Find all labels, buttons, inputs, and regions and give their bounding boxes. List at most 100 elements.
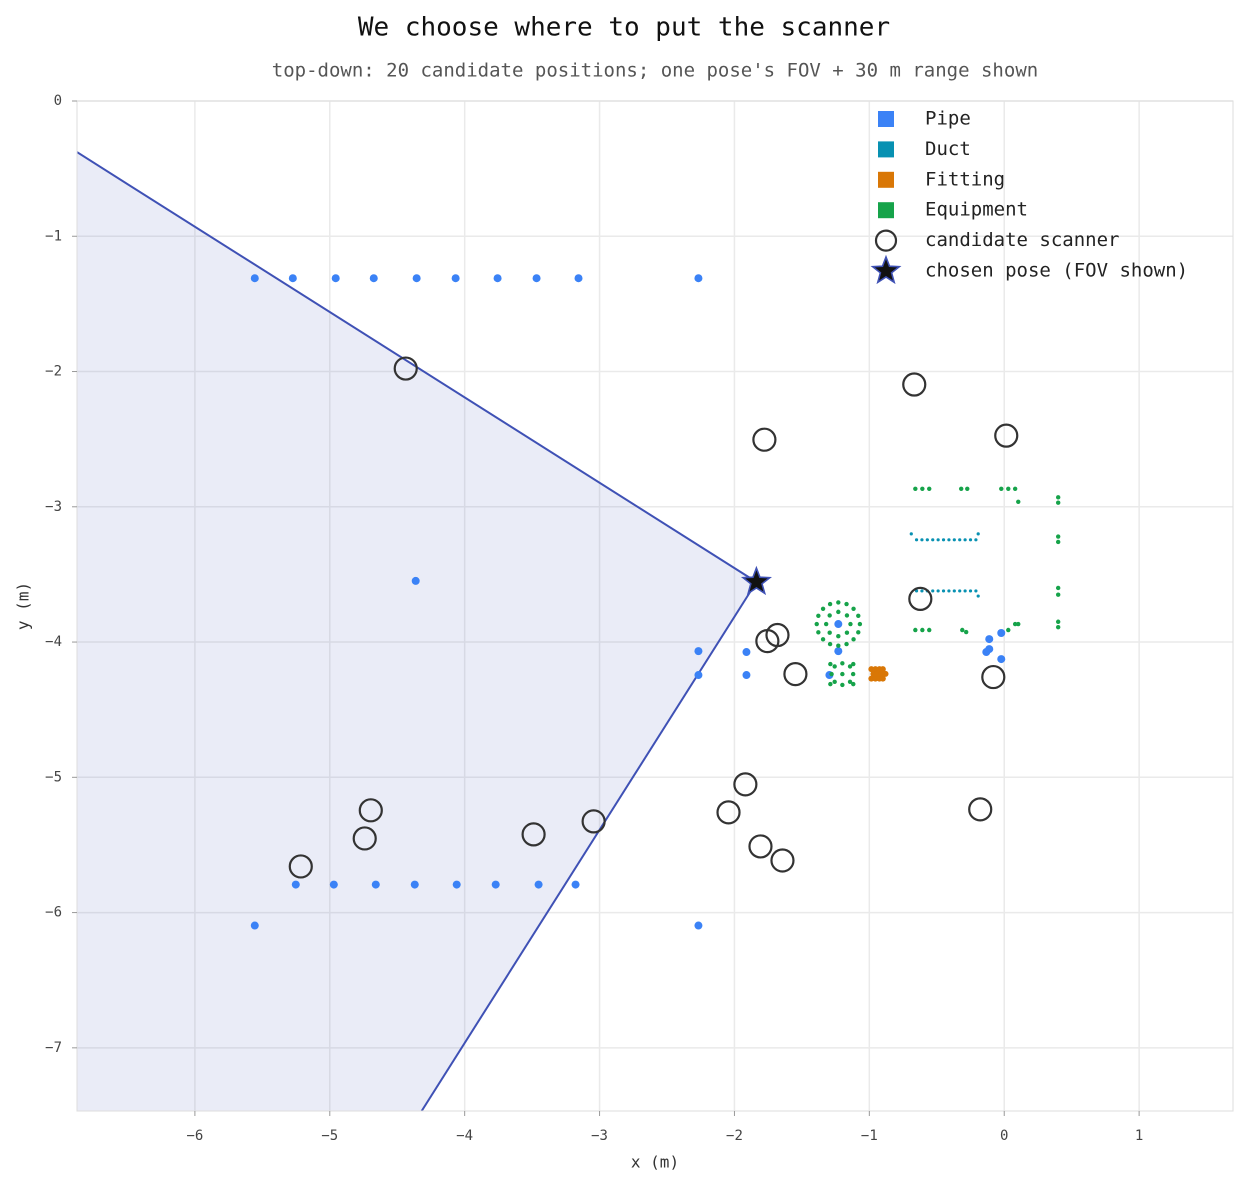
candidate-marker (783, 662, 808, 687)
candidate-marker (908, 586, 933, 611)
x-tick-label: 0 (1000, 1128, 1008, 1144)
y-tick-label: −7 (45, 1040, 62, 1056)
candidate-marker (352, 826, 377, 851)
data-point (999, 486, 1004, 491)
data-point (836, 609, 841, 615)
data-point (847, 664, 853, 669)
data-point (958, 589, 962, 593)
data-point (828, 661, 833, 667)
data-point (920, 589, 924, 593)
data-point (960, 627, 965, 633)
data-point (827, 630, 832, 635)
data-point (1055, 500, 1061, 505)
y-tick-label: −2 (45, 364, 62, 380)
data-point (857, 621, 863, 627)
data-point (816, 630, 821, 635)
data-point (974, 589, 978, 593)
data-point (820, 637, 826, 642)
data-point (976, 532, 980, 536)
plot-frame (76, 100, 1234, 1112)
data-point (936, 589, 940, 593)
data-point (913, 627, 918, 633)
data-point (941, 589, 946, 593)
y-tick-label: −1 (45, 228, 62, 244)
plot-area (77, 151, 1061, 1111)
chosen-pose-marker (740, 565, 772, 596)
data-point (532, 274, 541, 283)
y-tick-label: 0 (54, 93, 62, 109)
data-point (878, 670, 885, 677)
x-tick-label: −5 (321, 1128, 338, 1144)
data-point (1012, 486, 1018, 491)
candidate-marker (968, 797, 993, 822)
x-tick-label: −2 (726, 1128, 743, 1144)
data-point (827, 613, 832, 618)
data-point (958, 538, 962, 542)
legend-swatch (874, 229, 898, 252)
legend-label: candidate scanner (925, 229, 1119, 251)
data-point (847, 679, 853, 685)
data-point (411, 576, 420, 585)
data-point (952, 538, 956, 542)
data-point (920, 486, 925, 491)
data-point (909, 532, 913, 536)
data-point (820, 606, 826, 611)
data-point (1055, 624, 1061, 630)
data-point (836, 634, 841, 639)
candidate-marker (752, 427, 777, 452)
candidate-marker (994, 423, 1019, 448)
data-point (963, 589, 967, 593)
candidate-marker (581, 809, 606, 834)
y-tick-label: −3 (45, 499, 62, 515)
data-point (451, 274, 460, 283)
data-point (920, 627, 925, 633)
legend-label: chosen pose (FOV shown) (925, 260, 1188, 282)
data-point (288, 274, 297, 283)
candidate-marker (770, 848, 795, 873)
x-tick-label: −6 (186, 1128, 203, 1144)
chart-title: We choose where to put the scanner (358, 13, 890, 43)
data-point (851, 681, 856, 687)
candidate-marker (733, 772, 758, 797)
data-point (848, 621, 853, 627)
data-point (997, 655, 1006, 664)
data-point (982, 648, 991, 657)
data-point (856, 630, 861, 635)
data-point (952, 589, 956, 593)
data-point (1006, 486, 1011, 491)
data-point (371, 880, 380, 889)
data-point (968, 538, 973, 542)
data-point (829, 671, 834, 677)
data-point (879, 666, 886, 673)
data-point (927, 627, 932, 633)
candidate-marker (716, 800, 741, 825)
y-axis-label: y (m) (14, 582, 33, 630)
data-point (1012, 621, 1018, 627)
data-point (836, 600, 841, 605)
data-point (1006, 627, 1011, 633)
data-point (947, 589, 951, 593)
data-point (832, 679, 837, 685)
legend-swatch (878, 202, 894, 219)
data-point (571, 880, 580, 889)
data-point (947, 538, 951, 542)
data-point (1055, 534, 1061, 539)
data-point (493, 274, 502, 283)
x-tick-label: −1 (861, 1128, 878, 1144)
data-point (965, 486, 970, 491)
x-tick-label: −3 (591, 1128, 608, 1144)
candidate-marker (765, 622, 790, 648)
data-point (694, 274, 703, 283)
data-point (694, 671, 703, 680)
chart-subtitle: top-down: 20 candidate positions; one po… (272, 60, 1038, 82)
data-point (250, 921, 259, 930)
data-point (840, 682, 845, 688)
data-point (742, 671, 751, 680)
data-point (931, 589, 935, 593)
legend-swatch (878, 111, 894, 127)
data-point (250, 274, 259, 283)
data-point (816, 613, 821, 619)
data-point (925, 538, 929, 542)
